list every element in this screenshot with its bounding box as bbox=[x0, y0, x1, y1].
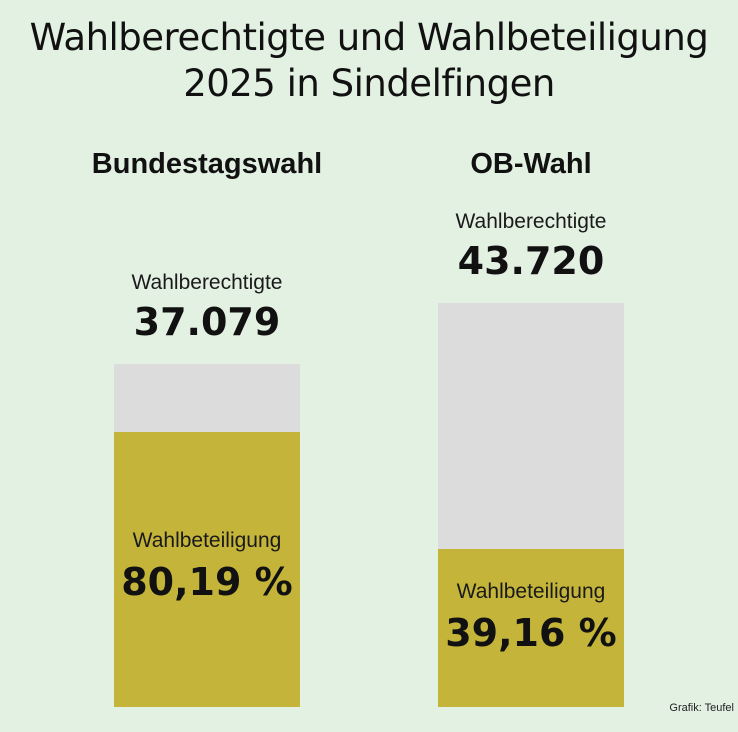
turnout-value-bundestagswahl: 80,19 % bbox=[121, 560, 293, 605]
credit: Grafik: Teufel bbox=[669, 702, 734, 714]
chart-title-line1: Wahlberechtigte und Wahlbeteiligung bbox=[29, 16, 709, 59]
chart-title-line2: 2025 in Sindelfingen bbox=[183, 62, 555, 105]
category-title-bundestagswahl: Bundestagswahl bbox=[91, 148, 323, 180]
bar-turnout-ob-wahl bbox=[438, 548, 624, 707]
eligible-label-bundestagswahl: Wahlberechtigte bbox=[131, 271, 283, 295]
turnout-value-ob-wahl: 39,16 % bbox=[445, 610, 617, 655]
eligible-value-ob-wahl: 43.720 bbox=[457, 239, 605, 283]
turnout-label-bundestagswahl: Wahlbeteiligung bbox=[132, 529, 282, 553]
eligible-value-bundestagswahl: 37.079 bbox=[133, 300, 281, 345]
category-title-ob-wahl: OB-Wahl bbox=[470, 148, 592, 180]
eligible-label-ob-wahl: Wahlberechtigte bbox=[455, 210, 607, 233]
turnout-label-ob-wahl: Wahlbeteiligung bbox=[456, 579, 606, 603]
bar-turnout-bundestagswahl bbox=[114, 432, 300, 707]
